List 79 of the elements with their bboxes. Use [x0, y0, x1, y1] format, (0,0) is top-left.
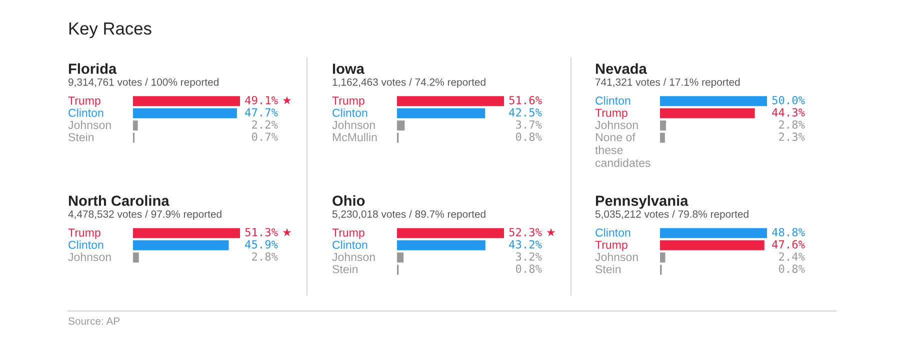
bar — [397, 96, 504, 106]
text: Key Races — [69, 22, 152, 38]
y-tick-label: Stein — [68, 132, 94, 142]
data-label: 3.2% — [516, 252, 542, 261]
data-label: 0.8% — [778, 264, 805, 273]
chart-title: Iowa — [332, 64, 365, 74]
bar — [660, 132, 665, 143]
y-tick-label: Stein — [332, 264, 358, 274]
chart-subtitle: 5,035,212 votes / 79.8% reported — [595, 210, 748, 220]
chart-title: North Carolina — [68, 195, 170, 206]
data-label: 47.6% — [772, 240, 805, 249]
data-label: 44.3% — [772, 108, 805, 117]
chart-title: Nevada — [596, 63, 647, 74]
y-tick-label: Clinton — [596, 228, 630, 237]
y-tick-label: Trump — [332, 228, 364, 239]
data-label: 2.3% — [779, 132, 805, 141]
bar — [397, 108, 486, 118]
y-tick-label: Clinton — [332, 240, 368, 249]
y-tick-label: Clinton — [332, 108, 368, 117]
source-note: Source: AP — [68, 317, 120, 325]
bar — [397, 228, 504, 238]
data-label: 52.3% — [509, 228, 542, 236]
y-tick-label: Johnson — [595, 252, 638, 262]
data-label: 49.1% — [245, 96, 278, 104]
y-tick-label: McMullin — [332, 132, 377, 142]
bar — [660, 120, 666, 130]
data-label: 0.8% — [516, 264, 542, 273]
data-label: 45.9% — [245, 240, 278, 249]
data-label: 3.7% — [516, 120, 542, 129]
data-label: 51.3% — [245, 228, 278, 236]
chart-subtitle: 5,230,018 votes / 89.7% reported — [332, 210, 486, 220]
chart-subtitle: 9,314,761 votes / 100% reported — [68, 78, 218, 88]
y-tick-label: Clinton — [596, 96, 630, 105]
y-tick-label: Johnson — [595, 120, 638, 130]
text: ★ — [282, 228, 292, 236]
data-label: 50.0% — [772, 96, 805, 104]
chart-subtitle: 741,321 votes / 17.1% reported — [596, 78, 740, 88]
y-tick-label: Johnson — [332, 252, 375, 262]
bar — [397, 120, 405, 130]
chart-title: Ohio — [332, 195, 365, 206]
chart-title: Florida — [68, 63, 117, 74]
data-label: 0.7% — [252, 132, 278, 141]
chart-subtitle: 4,478,532 votes / 97.9% reported — [68, 210, 222, 220]
text: ★ — [282, 96, 292, 104]
data-label: 48.8% — [772, 228, 805, 236]
data-label: 47.7% — [245, 108, 278, 116]
y-tick-label: None of these candidates — [595, 132, 650, 167]
y-tick-label: Trump — [68, 96, 100, 107]
bar — [397, 252, 404, 262]
y-tick-label: Trump — [332, 96, 364, 107]
y-tick-label: Trump — [68, 228, 100, 239]
bar — [660, 108, 755, 118]
bar — [133, 108, 237, 118]
bar — [660, 228, 767, 238]
chart-subtitle: 1,162,463 votes / 74.2% reported — [332, 78, 486, 88]
y-tick-label: Stein — [596, 264, 621, 274]
bar — [660, 240, 764, 250]
data-label: 0.8% — [516, 132, 542, 141]
y-tick-label: Trump — [595, 240, 628, 252]
y-tick-label: Clinton — [68, 240, 104, 249]
bar — [133, 96, 240, 106]
data-label: 2.8% — [779, 120, 805, 129]
bar — [133, 120, 138, 130]
bar — [397, 240, 486, 250]
y-tick-label: Johnson — [68, 120, 111, 130]
data-label: 42.5% — [509, 108, 542, 117]
chart-title: Pennsylvania — [596, 195, 688, 209]
data-label: 2.8% — [252, 252, 278, 261]
bar — [660, 96, 767, 106]
data-label: 51.6% — [509, 96, 542, 104]
y-tick-label: Trump — [595, 108, 628, 120]
data-label: 2.2% — [252, 120, 278, 129]
y-tick-label: Johnson — [332, 120, 375, 130]
bar — [660, 252, 666, 262]
y-tick-label: Clinton — [68, 108, 104, 117]
data-label: 43.2% — [509, 240, 542, 249]
y-tick-label: Johnson — [68, 252, 111, 262]
data-label: 2.4% — [779, 252, 805, 261]
text: ★ — [546, 228, 556, 236]
